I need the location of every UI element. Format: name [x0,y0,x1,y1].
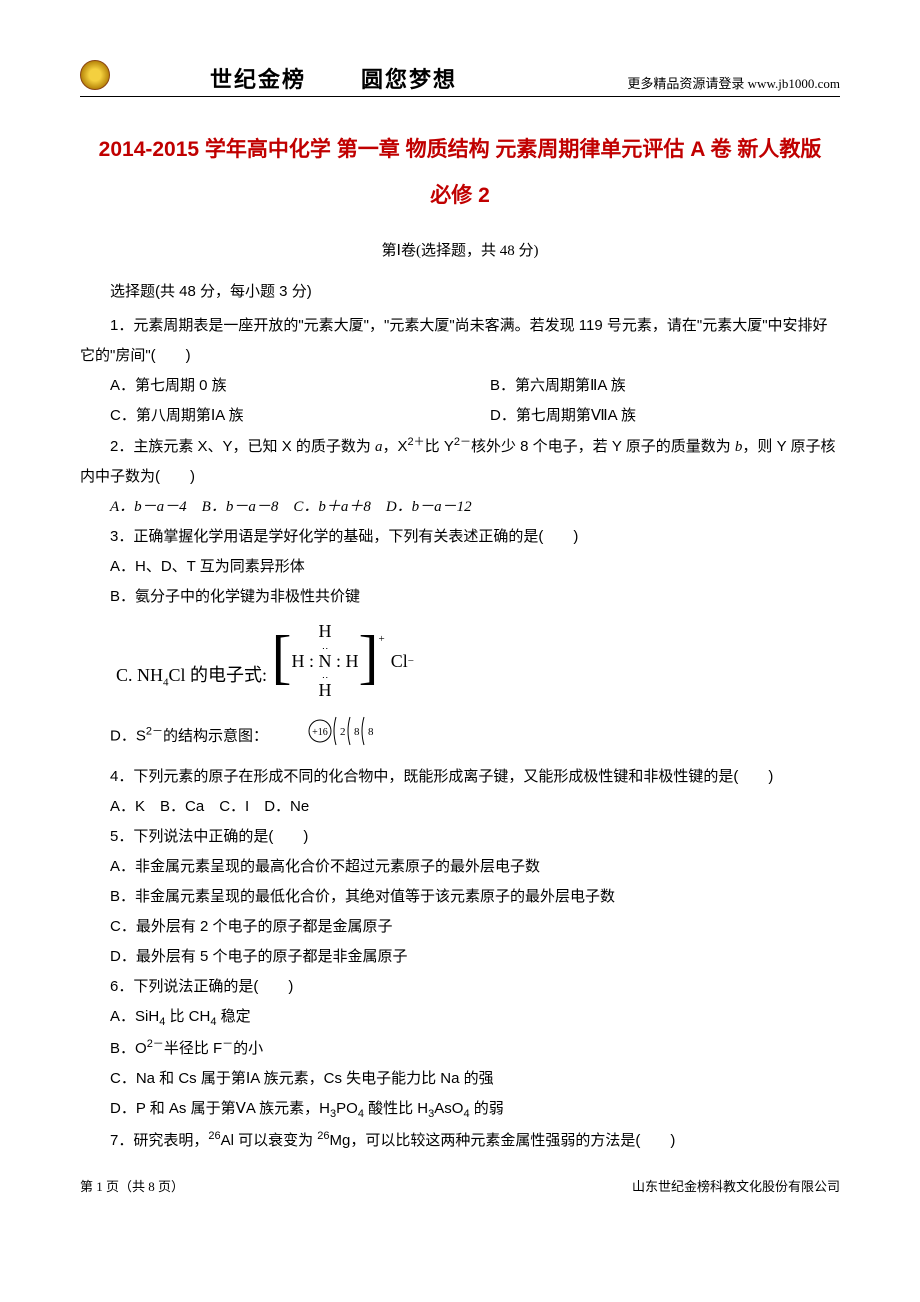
q4-options: A．K B．Ca C．I D．Ne [80,792,840,822]
document-title: 2014-2015 学年高中化学 第一章 物质结构 元素周期律单元评估 A 卷 … [80,127,840,219]
logo-icon [80,60,110,90]
q3-option-b: B．氨分子中的化学键为非极性共价键 [80,582,840,612]
page-footer: 第 1 页（共 8 页） 山东世纪金榜科教文化股份有限公司 [80,1176,840,1195]
q3-option-a: A．H、D、T 互为同素异形体 [80,552,840,582]
svg-text:8: 8 [354,726,360,738]
svg-text:2: 2 [340,726,346,738]
q6-option-a: A．SiH4 比 CH4 稳定 [80,1002,840,1033]
q3-option-c: C. NH4Cl 的电子式: [ H ‥ H : N : H ‥ H ] + C… [116,620,840,702]
section-subtitle: 第Ⅰ卷(选择题，共 48 分) [80,239,840,260]
brand-text-1: 世纪金榜 [210,67,306,92]
question-6: 6．下列说法正确的是( ) [80,972,840,1002]
brand-text-2: 圆您梦想 [361,67,457,92]
title-line-1: 2014-2015 学年高中化学 第一章 物质结构 元素周期律单元评估 A 卷 … [80,127,840,173]
q5-option-c: C．最外层有 2 个电子的原子都是金属原子 [80,912,840,942]
electron-formula: [ H ‥ H : N : H ‥ H ] + Cl− [272,620,414,702]
q1-option-a: A．第七周期 0 族 [80,371,460,401]
footer-company: 山东世纪金榜科教文化股份有限公司 [632,1176,840,1195]
question-5: 5．下列说法中正确的是( ) [80,822,840,852]
q6-option-b: B．O2－半径比 F－的小 [80,1033,840,1064]
q1-option-d: D．第七周期第ⅦA 族 [460,401,840,431]
atom-structure-icon: +16 2 8 8 [276,711,376,762]
q5-option-b: B．非金属元素呈现的最低化合价，其绝对值等于该元素原子的最外层电子数 [80,882,840,912]
question-2: 2．主族元素 X、Y，已知 X 的质子数为 a，X2＋比 Y2－核外少 8 个电… [80,431,840,492]
footer-page-number: 第 1 页（共 8 页） [80,1176,184,1195]
title-line-2: 必修 2 [80,173,840,219]
q5-option-d: D．最外层有 5 个电子的原子都是非金属原子 [80,942,840,972]
q2-options: A．b－a－4 B．b－a－8 C．b＋a＋8 D．b－a－12 [80,492,840,522]
q1-options-row1: A．第七周期 0 族 B．第六周期第ⅡA 族 [80,371,840,401]
question-3: 3．正确掌握化学用语是学好化学的基础，下列有关表述正确的是( ) [80,522,840,552]
question-4: 4．下列元素的原子在形成不同的化合物中，既能形成离子键，又能形成极性键和非极性键… [80,762,840,792]
q3-option-d: D．S2－的结构示意图： +16 2 8 8 [80,711,840,762]
svg-text:+16: +16 [312,727,328,738]
header-brand: 世纪金榜 圆您梦想 [210,62,627,94]
q1-option-c: C．第八周期第ⅠA 族 [80,401,460,431]
question-7: 7．研究表明，26Al 可以衰变为 26Mg，可以比较这两种元素金属性强弱的方法… [80,1125,840,1156]
header-link: 更多精品资源请登录 www.jb1000.com [627,73,840,92]
page-header: 世纪金榜 圆您梦想 更多精品资源请登录 www.jb1000.com [80,60,840,97]
question-1: 1．元素周期表是一座开放的"元素大厦"，"元素大厦"尚未客满。若发现 119 号… [80,311,840,371]
q6-option-c: C．Na 和 Cs 属于第ⅠA 族元素，Cs 失电子能力比 Na 的强 [80,1064,840,1094]
q1-options-row2: C．第八周期第ⅠA 族 D．第七周期第ⅦA 族 [80,401,840,431]
instruction-text: 选择题(共 48 分，每小题 3 分) [80,280,840,301]
svg-text:8: 8 [368,726,374,738]
q5-option-a: A．非金属元素呈现的最高化合价不超过元素原子的最外层电子数 [80,852,840,882]
q6-option-d: D．P 和 As 属于第ⅤA 族元素，H3PO4 酸性比 H3AsO4 的弱 [80,1094,840,1125]
q1-option-b: B．第六周期第ⅡA 族 [460,371,840,401]
